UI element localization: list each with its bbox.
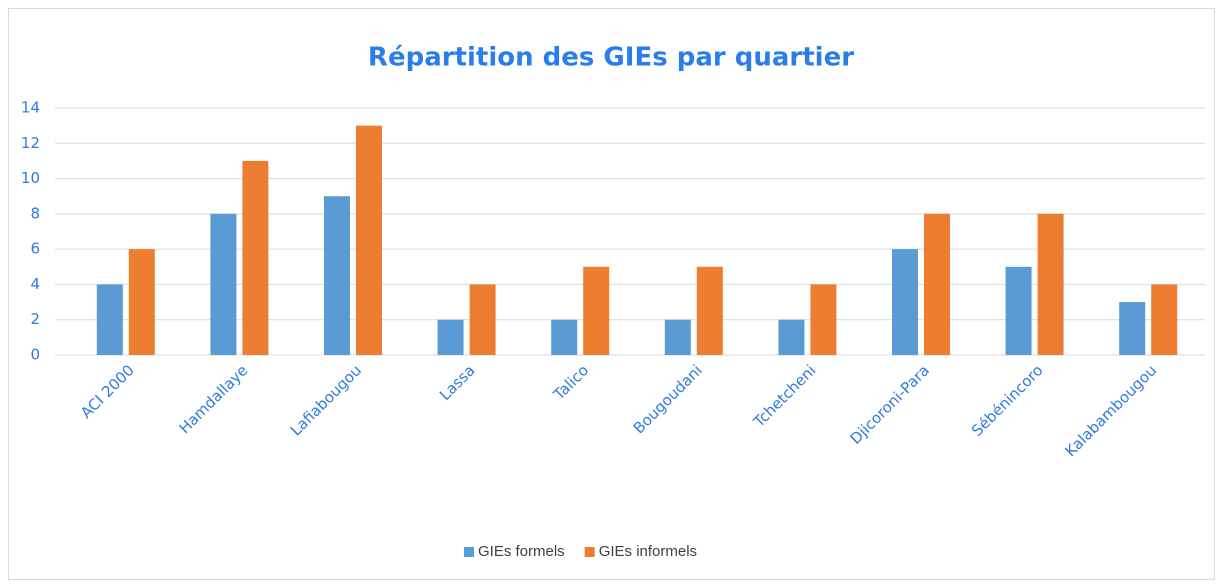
bar <box>1119 302 1146 355</box>
bar <box>696 266 723 355</box>
bar <box>551 319 578 355</box>
bar <box>469 284 496 355</box>
bar <box>1037 213 1064 355</box>
legend-swatch <box>464 547 474 557</box>
bar <box>437 319 464 355</box>
bar <box>924 213 950 355</box>
bar <box>210 213 237 355</box>
y-tick-label: 14 <box>21 99 40 117</box>
y-tick-label: 8 <box>30 204 40 222</box>
y-tick-label: 0 <box>30 346 40 364</box>
bar <box>356 125 382 356</box>
bar <box>892 249 918 355</box>
y-tick-label: 12 <box>21 134 40 152</box>
chart-title: Répartition des GIEs par quartier <box>368 43 854 73</box>
bar <box>242 160 269 355</box>
bar <box>128 249 155 355</box>
legend-swatch <box>584 547 595 557</box>
y-tick-label: 10 <box>21 169 40 187</box>
legend-label: GIEs formels <box>478 543 565 560</box>
bar <box>324 196 350 355</box>
bar <box>1005 266 1032 355</box>
bar <box>810 284 837 355</box>
y-tick-label: 6 <box>30 240 40 258</box>
bar <box>1151 284 1178 355</box>
bar <box>664 319 691 355</box>
chart-frame <box>8 8 1215 580</box>
legend-label: GIEs informels <box>599 543 697 560</box>
y-tick-label: 2 <box>30 310 40 328</box>
bar <box>583 266 610 355</box>
bar <box>96 284 123 355</box>
bar <box>778 319 805 355</box>
y-tick-label: 4 <box>30 275 40 293</box>
